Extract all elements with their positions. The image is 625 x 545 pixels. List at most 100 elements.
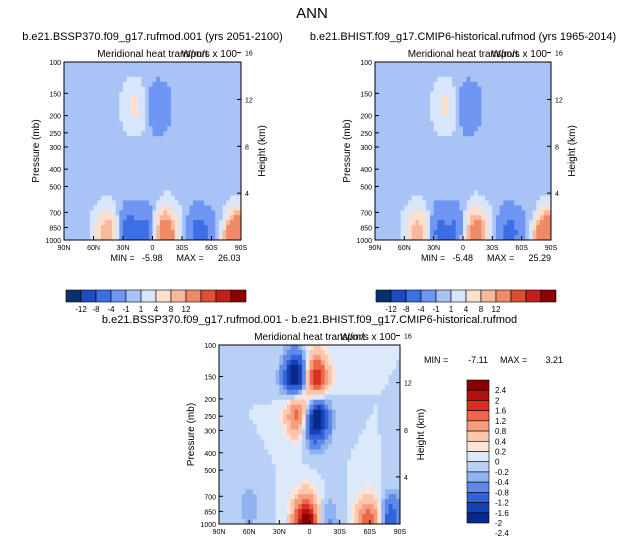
heatmap-cell xyxy=(249,424,254,430)
heatmap-cell xyxy=(477,165,482,172)
heatmap-cell xyxy=(470,66,475,73)
heatmap-cell xyxy=(536,131,541,137)
heatmap-cell xyxy=(148,146,153,152)
panel-2: b.e21.BHIST.f09_g17.CMIP6-historical.ruf… xyxy=(310,31,616,314)
heatmap-cell xyxy=(211,210,216,216)
heatmap-cell xyxy=(71,151,76,157)
heatmap-cell xyxy=(170,136,176,142)
heatmap-cell xyxy=(294,494,299,500)
heatmap-cell xyxy=(503,121,508,127)
heatmap-cell xyxy=(358,509,363,515)
heatmap-cell xyxy=(488,185,493,191)
heatmap-cell xyxy=(230,474,235,480)
heatmap-cell xyxy=(547,220,552,226)
heatmap-cell xyxy=(397,151,402,157)
heatmap-cell xyxy=(309,439,314,445)
heatmap-cell xyxy=(455,225,460,231)
heatmap-cell xyxy=(245,424,250,430)
heatmap-cell xyxy=(196,76,201,83)
heatmap-cell xyxy=(294,444,299,450)
heatmap-cell xyxy=(335,439,341,445)
heatmap-cell xyxy=(75,86,80,93)
heatmap-cell xyxy=(510,96,515,102)
heatmap-cell xyxy=(496,86,501,93)
heatmap-cell xyxy=(332,434,337,440)
heatmap-cell xyxy=(298,489,303,495)
heatmap-cell xyxy=(350,444,356,450)
heatmap-cell xyxy=(115,160,120,167)
heatmap-cell xyxy=(419,126,424,132)
heatmap-cell xyxy=(332,444,337,450)
heatmap-cell xyxy=(67,71,72,78)
heatmap-cell xyxy=(286,449,292,455)
heatmap-cell xyxy=(215,111,220,117)
heatmap-cell xyxy=(182,220,187,226)
heatmap-cell xyxy=(260,414,265,420)
heatmap-cell xyxy=(485,235,490,241)
heatmap-cell xyxy=(347,364,352,371)
heatmap-cell xyxy=(382,141,387,147)
heatmap-cell xyxy=(536,71,541,78)
heatmap-cell xyxy=(444,170,449,177)
heatmap-cell xyxy=(332,489,337,495)
heatmap-cell xyxy=(241,494,246,500)
heatmap-cell xyxy=(485,215,490,221)
heatmap-cell xyxy=(532,230,537,236)
heatmap-cell xyxy=(230,489,235,495)
heatmap-cell xyxy=(378,136,383,142)
heatmap-cell xyxy=(301,359,307,366)
heatmap-cell xyxy=(354,429,359,435)
heatmap-cell xyxy=(378,106,383,112)
heatmap-cell xyxy=(163,146,168,152)
heatmap-cell xyxy=(141,195,146,201)
heatmap-cell xyxy=(313,379,318,386)
heatmap-cell xyxy=(219,504,224,510)
heatmap-cell xyxy=(237,449,243,455)
heatmap-cell xyxy=(415,190,420,196)
heatmap-cell xyxy=(71,220,76,226)
heatmap-cell xyxy=(108,151,113,157)
heatmap-cell xyxy=(518,225,523,231)
heatmap-cell xyxy=(219,349,224,356)
heatmap-cell xyxy=(252,369,258,376)
heatmap-cell xyxy=(328,345,333,351)
heatmap-cell xyxy=(419,81,424,88)
heatmap-cell xyxy=(123,116,128,122)
heatmap-cell xyxy=(411,215,416,221)
heatmap-cell xyxy=(207,96,212,102)
heatmap-cell xyxy=(233,220,238,226)
heatmap-cell xyxy=(215,76,220,83)
heatmap-cell xyxy=(286,444,292,450)
heatmap-cell xyxy=(375,151,380,157)
heatmap-cell xyxy=(211,175,216,182)
heatmap-cell xyxy=(134,235,139,241)
heatmap-cell xyxy=(163,66,168,73)
heatmap-cell xyxy=(215,136,220,142)
heatmap-cell xyxy=(67,146,72,152)
heatmap-cell xyxy=(290,479,295,485)
heatmap-cell xyxy=(532,185,537,191)
heatmap-cell xyxy=(93,86,98,93)
heatmap-cell xyxy=(324,509,329,515)
heatmap-cell xyxy=(492,81,497,88)
heatmap-cell xyxy=(283,399,288,406)
heatmap-cell xyxy=(466,155,471,162)
heatmap-cell xyxy=(400,146,405,152)
heatmap-cell xyxy=(543,225,548,231)
heatmap-cell xyxy=(134,141,139,147)
heatmap-cell xyxy=(328,464,333,470)
heatmap-cell xyxy=(111,190,117,196)
heatmap-cell xyxy=(481,81,486,88)
heatmap-cell xyxy=(459,195,464,201)
heatmap-cell xyxy=(362,354,367,361)
heatmap-cell xyxy=(393,121,398,127)
heatmap-cell xyxy=(148,106,153,112)
heatmap-cell xyxy=(393,86,398,93)
heatmap-cell xyxy=(532,175,537,182)
heatmap-cell xyxy=(196,230,201,236)
heatmap-cell xyxy=(163,151,168,157)
heatmap-cell xyxy=(448,131,453,137)
heatmap-cell xyxy=(174,81,179,88)
heatmap-cell xyxy=(419,66,424,73)
heatmap-cell xyxy=(204,71,209,78)
